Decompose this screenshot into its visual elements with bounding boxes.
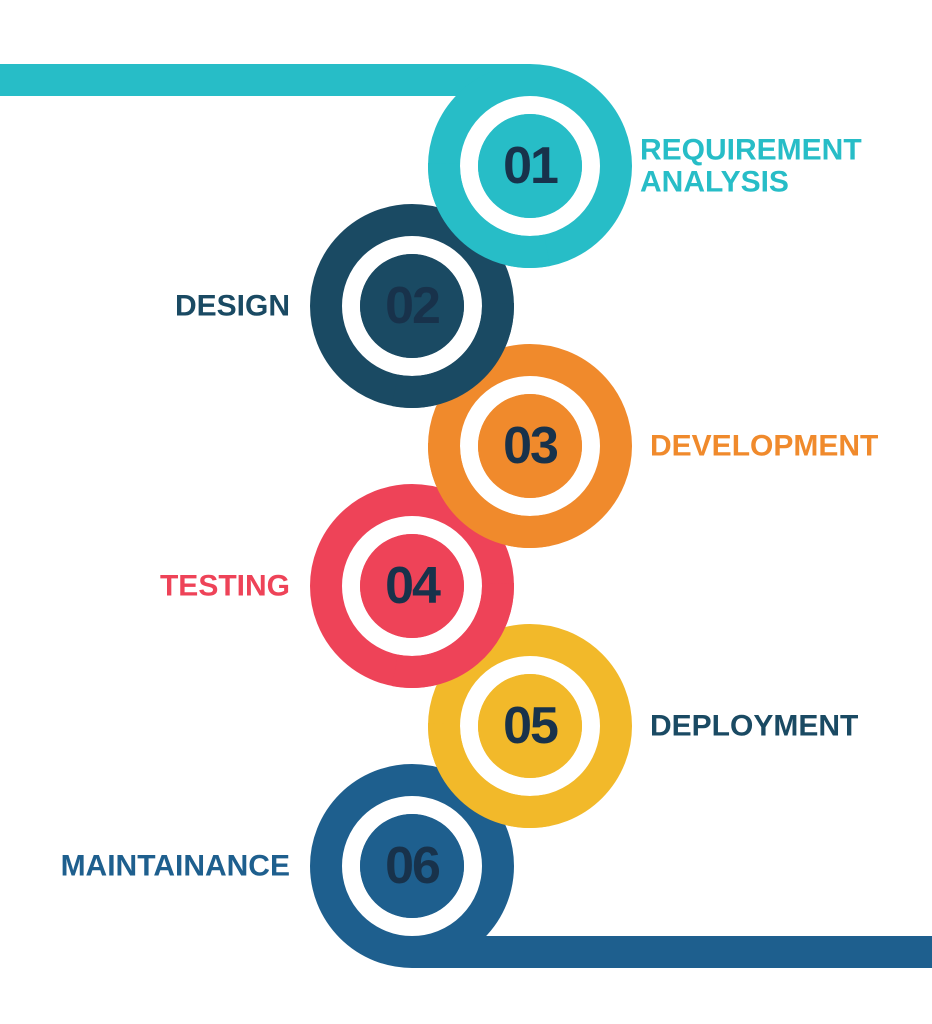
step-number-04: 04 bbox=[385, 556, 439, 616]
step-label-01-line1: ANALYSIS bbox=[640, 166, 862, 198]
step-label-06-line0: MAINTAINANCE bbox=[61, 850, 290, 882]
step-number-03: 03 bbox=[503, 416, 557, 476]
step-label-01: REQUIREMENTANALYSIS bbox=[640, 135, 862, 198]
step-label-01-line0: REQUIREMENT bbox=[640, 135, 862, 167]
step-number-06: 06 bbox=[385, 836, 439, 896]
step-label-04: TESTING bbox=[160, 570, 290, 602]
step-label-04-line0: TESTING bbox=[160, 570, 290, 602]
sdlc-infographic: 01 02 03 04 05 06 REQUIREMENTANALYSIS DESIGN DEV… bbox=[0, 0, 932, 1024]
step-number-01: 01 bbox=[503, 136, 557, 196]
step-label-03: DEVELOPMENT bbox=[650, 430, 878, 462]
step-label-03-line0: DEVELOPMENT bbox=[650, 430, 878, 462]
step-label-05-line0: DEPLOYMENT bbox=[650, 710, 858, 742]
step-label-02: DESIGN bbox=[175, 290, 290, 322]
step-label-05: DEPLOYMENT bbox=[650, 710, 858, 742]
step-number-05: 05 bbox=[503, 696, 557, 756]
step-label-02-line0: DESIGN bbox=[175, 290, 290, 322]
step-number-02: 02 bbox=[385, 276, 439, 336]
step-label-06: MAINTAINANCE bbox=[61, 850, 290, 882]
